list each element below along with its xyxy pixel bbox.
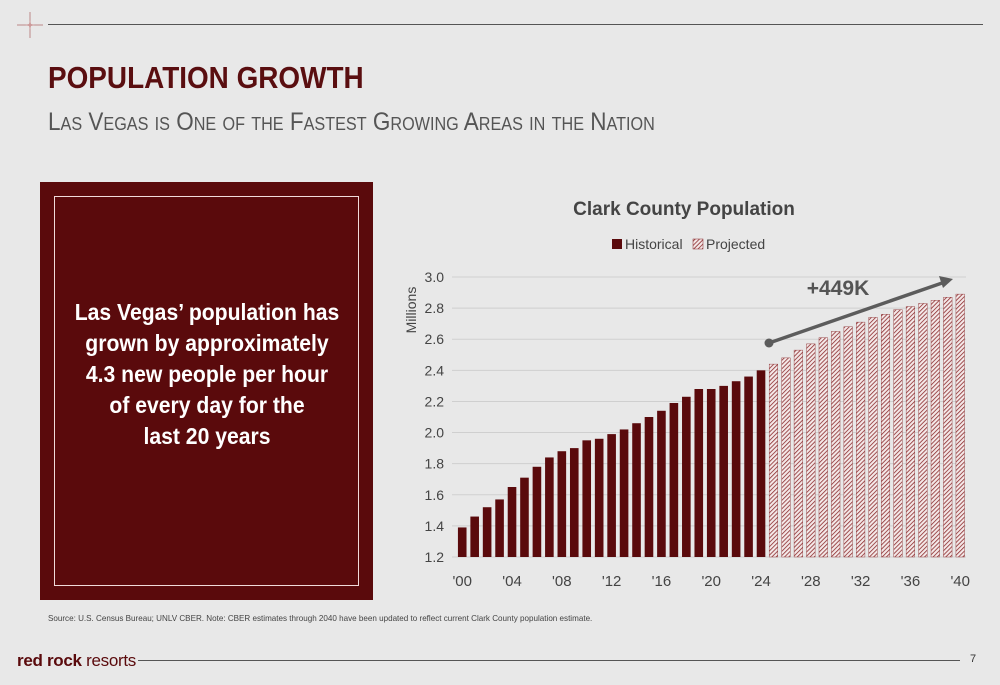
y-tick-label: 2.6: [425, 331, 445, 347]
bar-projected: [905, 306, 915, 558]
bar-projected: [793, 349, 803, 558]
x-tick-label: '28: [801, 573, 821, 590]
bar-historical: [682, 396, 691, 557]
bar-historical: [569, 448, 579, 557]
bar-historical: [482, 507, 492, 557]
bar-historical: [669, 403, 679, 557]
brand-bold: red rock: [17, 651, 82, 670]
bar-historical: [495, 499, 504, 557]
callout-frame: Las Vegas’ population has grown by appro…: [54, 196, 359, 586]
y-tick-label: 2.2: [425, 393, 445, 409]
bar-historical: [532, 466, 542, 557]
bar-projected: [930, 300, 940, 558]
corner-star-icon: [17, 12, 43, 38]
page-title: POPULATION GROWTH: [48, 60, 364, 95]
chart-legend: Historical Projected: [612, 236, 765, 252]
legend-swatch-projected: [692, 238, 704, 250]
bar-historical: [520, 477, 529, 557]
bar-projected: [781, 357, 791, 558]
bar-historical: [632, 423, 641, 557]
x-tick-label: '12: [602, 573, 622, 590]
chart-title: Clark County Population: [573, 199, 795, 220]
bar-historical: [731, 381, 741, 557]
y-tick-label: 1.6: [425, 487, 445, 503]
y-tick-label: 3.0: [425, 269, 445, 285]
bottom-divider: [138, 660, 960, 661]
bar-projected: [768, 363, 778, 558]
legend-swatch-historical: [612, 239, 622, 249]
bar-projected: [806, 343, 816, 558]
x-tick-label: '20: [701, 573, 721, 590]
bar-projected: [868, 317, 878, 558]
y-tick-label: 2.8: [425, 300, 445, 316]
x-tick-label: '16: [652, 573, 672, 590]
x-tick-label: '24: [751, 573, 771, 590]
bar-projected: [881, 314, 891, 558]
y-axis-label: Millions: [403, 287, 419, 334]
bar-projected: [893, 309, 903, 558]
y-tick-label: 1.4: [425, 518, 445, 534]
annotation-arrowhead: [939, 276, 953, 288]
x-tick-label: '36: [901, 573, 921, 590]
bar-projected: [843, 326, 853, 558]
bar-historical: [644, 417, 654, 557]
bar-historical: [470, 516, 479, 557]
bar-historical: [694, 389, 704, 557]
bar-projected: [918, 303, 928, 558]
page-number: 7: [970, 653, 977, 665]
bar-historical: [607, 434, 616, 557]
brand-logo: red rock resorts: [17, 651, 136, 671]
bar-historical: [457, 527, 467, 557]
x-tick-label: '32: [851, 573, 871, 590]
bar-historical: [706, 389, 716, 557]
bar-historical: [594, 438, 604, 557]
bar-historical: [557, 451, 567, 557]
bar-historical: [657, 410, 666, 557]
bar-historical: [756, 370, 766, 557]
page-subtitle: Las Vegas is One of the Fastest Growing …: [48, 108, 655, 136]
callout-text: Las Vegas’ population has grown by appro…: [74, 298, 339, 449]
legend-label-projected: Projected: [706, 236, 765, 252]
x-tick-label: '08: [552, 573, 572, 590]
bar-projected: [955, 293, 965, 558]
x-tick-label: '40: [950, 573, 970, 590]
growth-annotation: +449K: [764, 276, 953, 348]
source-note: Source: U.S. Census Bureau; UNLV CBER. N…: [48, 613, 593, 623]
annotation-label: +449K: [807, 277, 869, 300]
y-tick-label: 2.4: [425, 362, 445, 378]
annotation-arrow: [768, 280, 946, 345]
bar-historical: [545, 457, 554, 557]
top-divider: [48, 24, 983, 25]
x-tick-label: '04: [502, 573, 522, 590]
legend-label-historical: Historical: [625, 236, 683, 252]
brand-light: resorts: [81, 651, 136, 670]
x-tick-label: '00: [452, 573, 472, 590]
callout-box: Las Vegas’ population has grown by appro…: [40, 182, 373, 600]
y-tick-label: 1.2: [425, 549, 445, 565]
bar-projected: [943, 297, 953, 558]
y-tick-label: 2.0: [425, 425, 445, 441]
bar-historical: [582, 440, 592, 557]
bar-historical: [744, 376, 753, 557]
bar-projected: [818, 337, 828, 558]
bar-historical: [719, 385, 728, 557]
population-chart: Clark County Population Historical Proje…: [403, 199, 970, 590]
bar-projected: [831, 331, 841, 558]
y-tick-label: 1.8: [425, 456, 445, 472]
bar-projected: [856, 321, 866, 558]
bar-historical: [507, 487, 517, 557]
bar-historical: [619, 429, 629, 557]
